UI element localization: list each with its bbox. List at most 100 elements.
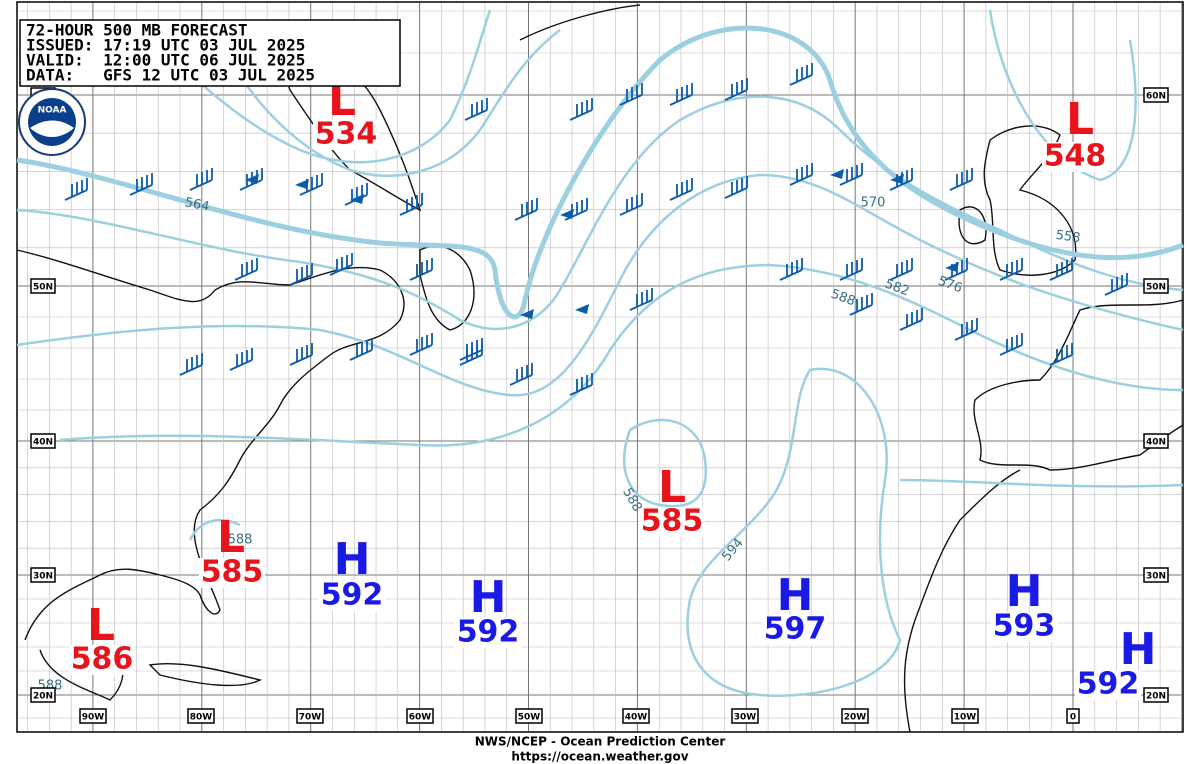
- wind-barb: [789, 163, 813, 186]
- wind-barb: [129, 173, 153, 196]
- barb-flag: [945, 262, 959, 272]
- wind-barb: [509, 363, 533, 386]
- center-symbol: L: [658, 462, 686, 513]
- wind-barb: [1049, 343, 1073, 366]
- lat-label-box: [30, 433, 56, 449]
- barb-flag: [830, 169, 844, 179]
- barb-shaft: [899, 308, 923, 331]
- latitude-label: 40N: [1146, 438, 1166, 448]
- latitude-label: 50N: [33, 283, 53, 293]
- wind-barb: [724, 78, 748, 101]
- wind-barb: [669, 178, 693, 201]
- wind-barb: [569, 98, 593, 121]
- wind-barb: [234, 258, 258, 281]
- lon-label-box: [951, 708, 979, 724]
- lon-label-box: [406, 708, 434, 724]
- coast: [983, 125, 1077, 276]
- center-label-bg: [455, 618, 521, 648]
- footer-url: https://ocean.weather.gov: [511, 750, 688, 764]
- barb-shaft: [839, 163, 863, 186]
- center-label-bg: [639, 507, 705, 537]
- lon-label-box: [731, 708, 759, 724]
- barb-shaft: [399, 193, 423, 216]
- latitude-label: 50N: [1146, 283, 1166, 293]
- center-value: 592: [1077, 667, 1140, 702]
- coast: [148, 662, 263, 687]
- wind-barb: [399, 193, 423, 216]
- barb-shaft: [1049, 258, 1073, 281]
- barb-shaft: [129, 173, 153, 196]
- barb-shaft: [569, 98, 593, 121]
- center-label-bg: [69, 645, 135, 675]
- wind-barb: [350, 194, 364, 204]
- barb-shaft: [329, 253, 353, 276]
- wind-barb: [839, 163, 863, 186]
- wind-barb: [999, 258, 1023, 281]
- longitude-label: 90W: [82, 713, 105, 723]
- center-value: 534: [315, 117, 378, 152]
- barb-shaft: [954, 318, 978, 341]
- height-contours: [16, 9, 1184, 697]
- lat-label-box: [30, 567, 56, 583]
- center-value: 585: [641, 504, 704, 539]
- center-label-bg: [319, 581, 385, 611]
- barb-shaft: [229, 348, 253, 371]
- lat-label-box: [1143, 433, 1169, 449]
- contour: [686, 367, 902, 697]
- lon-label-box: [1066, 708, 1080, 724]
- center-value: 597: [764, 612, 827, 647]
- header-line: 72-HOUR 500 MB FORECAST: [26, 21, 248, 40]
- wind-barb: [245, 174, 259, 184]
- longitude-label: 60W: [409, 713, 432, 723]
- wind-barb: [299, 173, 323, 196]
- lat-label-box: [30, 687, 56, 703]
- barb-shaft: [779, 258, 803, 281]
- wind-barb: [724, 176, 748, 199]
- wind-barbs: [64, 63, 1128, 396]
- contour: [59, 263, 1184, 447]
- latitude-label: 20N: [1146, 692, 1166, 702]
- barb-shaft: [64, 178, 88, 201]
- wind-barb: [514, 198, 538, 221]
- wind-barb: [179, 353, 203, 376]
- wind-barb: [944, 258, 968, 281]
- barb-flag: [890, 174, 904, 184]
- center-label-bg: [762, 615, 828, 645]
- wind-barb: [564, 198, 588, 221]
- wind-barb: [295, 179, 309, 189]
- latitude-label: 30N: [33, 572, 53, 582]
- center-label-bg: [313, 120, 379, 150]
- wind-barb: [889, 258, 913, 281]
- wind-barb: [945, 262, 959, 272]
- wind-barb: [1104, 273, 1128, 296]
- barb-shaft: [464, 98, 488, 121]
- longitude-label: 80W: [190, 713, 213, 723]
- header-line: ISSUED: 17:19 UTC 03 JUL 2025: [26, 36, 305, 55]
- longitude-label: 10W: [954, 713, 977, 723]
- contour: [16, 95, 1184, 331]
- coast: [958, 206, 987, 245]
- wind-barb: [849, 293, 873, 316]
- wind-barb: [349, 338, 373, 361]
- contour-label: 564: [183, 195, 210, 215]
- header-line: VALID: 12:00 UTC 06 JUL 2025: [26, 51, 305, 70]
- lat-label-box: [1143, 87, 1169, 103]
- latitude-label: 60N: [1146, 92, 1166, 102]
- barb-shaft: [234, 258, 258, 281]
- lat-label-box: [30, 278, 56, 294]
- center-value: 585: [201, 555, 264, 590]
- barb-flag: [560, 209, 574, 219]
- wind-barb: [409, 258, 433, 281]
- barb-shaft: [669, 83, 693, 106]
- contour-label: 570: [861, 196, 886, 211]
- barb-shaft: [409, 258, 433, 281]
- lon-label-box: [296, 708, 324, 724]
- contour-label: 558: [1055, 228, 1082, 246]
- longitude-label: 20W: [844, 713, 867, 723]
- center-symbol: H: [1120, 624, 1157, 675]
- wind-barb: [520, 309, 534, 319]
- contour: [16, 25, 1184, 320]
- lat-label-box: [1143, 278, 1169, 294]
- wind-barb: [830, 169, 844, 179]
- barb-shaft: [509, 363, 533, 386]
